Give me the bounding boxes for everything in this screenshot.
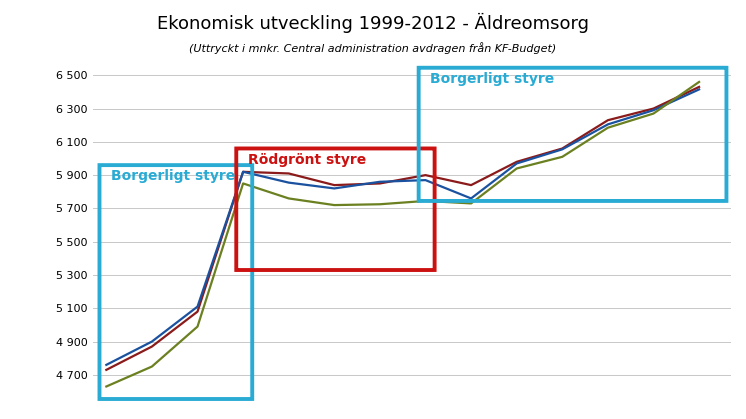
Text: (Uttryckt i mnkr. Central administration avdragen från KF-Budget): (Uttryckt i mnkr. Central administration…	[189, 42, 557, 54]
Text: Borgerligt styre: Borgerligt styre	[430, 72, 554, 86]
Text: Rödgrönt styre: Rödgrönt styre	[248, 153, 366, 167]
Text: Borgerligt styre: Borgerligt styre	[111, 169, 235, 183]
Text: Ekonomisk utveckling 1999-2012 - Äldreomsorg: Ekonomisk utveckling 1999-2012 - Äldreom…	[157, 13, 589, 33]
